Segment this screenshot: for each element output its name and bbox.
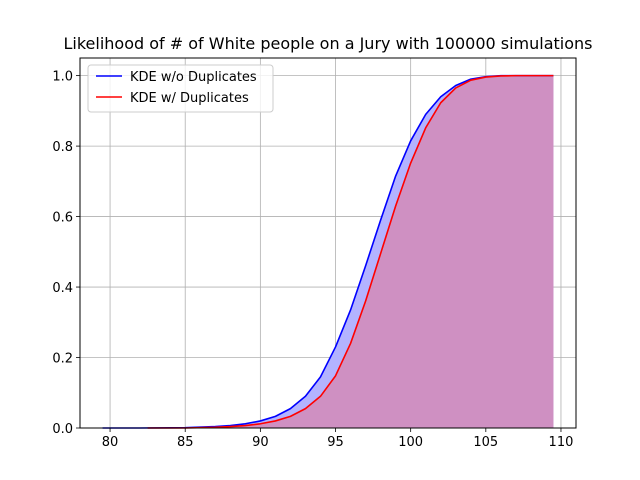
x-axis-ticks: 80 85 90 95 100 105 110 [102,428,574,450]
y-axis-ticks: 0.0 0.2 0.4 0.6 0.8 1.0 [52,70,80,437]
x-tick-label: 90 [252,435,269,450]
y-tick-label: 1.0 [52,70,73,85]
x-tick-label: 100 [398,435,423,450]
y-tick-label: 0.0 [52,422,73,437]
series-lines [102,74,554,429]
x-tick-label: 110 [549,435,574,450]
legend-label-with-duplicates: KDE w/ Duplicates [130,91,249,106]
legend: KDE w/o Duplicates KDE w/ Duplicates [87,64,274,113]
y-tick-label: 0.4 [52,281,73,296]
plot-frame [79,57,577,429]
y-tick-label: 0.6 [52,211,73,226]
x-tick-label: 85 [177,435,194,450]
y-tick-label: 0.8 [52,140,73,155]
x-tick-label: 105 [473,435,498,450]
legend-label-without-duplicates: KDE w/o Duplicates [130,70,257,85]
legend-box [87,64,274,113]
y-tick-label: 0.2 [52,352,73,367]
series-line-with-duplicates [147,74,554,429]
chart-title: Likelihood of # of White people on a Jur… [63,34,592,53]
x-tick-label: 80 [102,435,119,450]
area-fills [102,75,554,429]
x-tick-label: 95 [327,435,344,450]
area-fill-with-duplicates [147,75,554,429]
